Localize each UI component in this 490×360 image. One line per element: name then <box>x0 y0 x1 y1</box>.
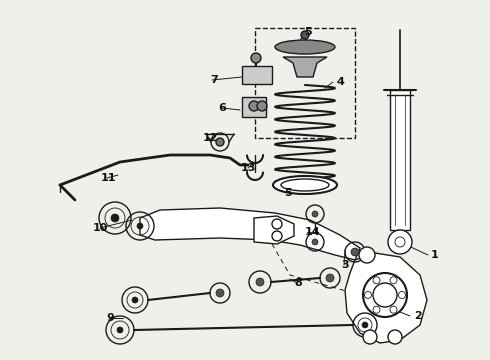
Circle shape <box>301 31 309 39</box>
Polygon shape <box>283 57 327 77</box>
Circle shape <box>272 231 282 241</box>
Text: 4: 4 <box>336 77 344 87</box>
Text: 11: 11 <box>100 173 116 183</box>
Circle shape <box>359 247 375 263</box>
Bar <box>390 90 410 230</box>
Circle shape <box>388 330 402 344</box>
Polygon shape <box>254 216 294 244</box>
Circle shape <box>216 289 224 297</box>
Circle shape <box>390 306 397 313</box>
Circle shape <box>398 292 406 298</box>
Circle shape <box>111 214 119 222</box>
Text: 8: 8 <box>294 278 302 288</box>
Circle shape <box>363 330 377 344</box>
Text: 14: 14 <box>304 227 320 237</box>
Text: 5: 5 <box>304 27 312 37</box>
Circle shape <box>363 273 407 317</box>
Ellipse shape <box>273 176 337 194</box>
Circle shape <box>388 230 412 254</box>
Circle shape <box>395 237 405 247</box>
Polygon shape <box>345 253 427 343</box>
Circle shape <box>390 277 397 284</box>
Circle shape <box>312 239 318 245</box>
Bar <box>255 28 355 138</box>
FancyBboxPatch shape <box>242 66 272 84</box>
Text: 12: 12 <box>202 133 218 143</box>
Circle shape <box>251 53 261 63</box>
Text: 10: 10 <box>92 223 108 233</box>
Circle shape <box>132 297 138 303</box>
Text: 2: 2 <box>414 311 422 321</box>
Circle shape <box>249 101 259 111</box>
Circle shape <box>373 277 380 284</box>
Text: 5: 5 <box>284 188 292 198</box>
FancyBboxPatch shape <box>242 97 266 117</box>
Text: 1: 1 <box>431 250 439 260</box>
Polygon shape <box>140 208 360 260</box>
Circle shape <box>362 322 368 328</box>
Circle shape <box>257 101 267 111</box>
Text: 9: 9 <box>106 313 114 323</box>
Circle shape <box>373 283 397 307</box>
Circle shape <box>312 211 318 217</box>
Circle shape <box>326 274 334 282</box>
Text: 7: 7 <box>210 75 218 85</box>
Circle shape <box>351 248 359 256</box>
Circle shape <box>117 327 123 333</box>
Ellipse shape <box>275 40 335 54</box>
Circle shape <box>216 138 224 146</box>
Circle shape <box>256 278 264 286</box>
Circle shape <box>272 219 282 229</box>
Circle shape <box>365 292 371 298</box>
Circle shape <box>137 223 143 229</box>
Text: 6: 6 <box>218 103 226 113</box>
Text: 13: 13 <box>240 163 256 173</box>
Circle shape <box>373 306 380 313</box>
Text: 3: 3 <box>341 260 349 270</box>
